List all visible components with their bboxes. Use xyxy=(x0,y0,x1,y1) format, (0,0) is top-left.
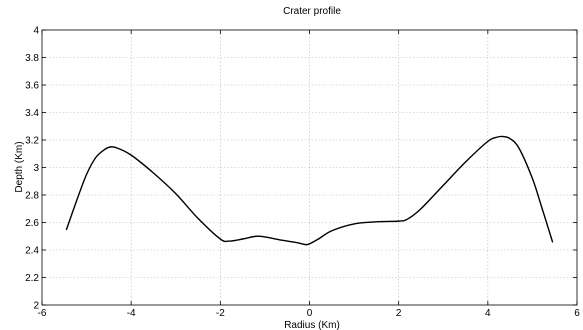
y-tick-label: 2.4 xyxy=(25,246,39,257)
y-tick-label: 3.6 xyxy=(25,81,39,92)
y-tick-label: 3.2 xyxy=(25,136,39,147)
y-tick-label: 4 xyxy=(33,26,39,37)
y-tick-label: 3.4 xyxy=(25,108,39,119)
x-tick-label: 2 xyxy=(396,308,402,319)
y-tick-label: 2.6 xyxy=(25,218,39,229)
y-tick-label: 2.2 xyxy=(25,273,39,284)
y-tick-label: 3 xyxy=(33,163,39,174)
x-tick-label: 0 xyxy=(307,308,313,319)
y-tick-label: 2.8 xyxy=(25,191,39,202)
x-axis-label: Radius (Km) xyxy=(284,320,340,330)
series-layer xyxy=(65,135,554,246)
x-tick-label: -6 xyxy=(38,308,47,319)
x-tick-label: 6 xyxy=(574,308,580,319)
grid xyxy=(42,30,577,305)
y-tick-label: 2 xyxy=(33,301,39,312)
x-tick-label: -2 xyxy=(216,308,225,319)
ticks: -6 -4 -2 0 2 4 6 2 2.2 2.4 2.6 2.8 3 3.2 3.4 3.6 3.8 4 xyxy=(25,26,580,320)
x-tick-label: 4 xyxy=(485,308,491,319)
y-tick-label: 3.8 xyxy=(25,53,39,64)
crater-profile-line xyxy=(65,135,554,246)
y-axis-label: Depth (Km) xyxy=(14,141,25,192)
x-tick-label: -4 xyxy=(127,308,136,319)
chart-title: Crater profile xyxy=(283,6,341,17)
